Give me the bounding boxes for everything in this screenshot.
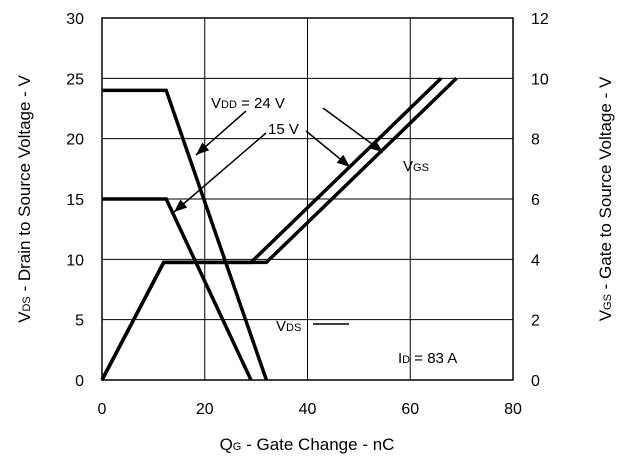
- y-left-tick-label-5: 25: [66, 71, 84, 88]
- arrow-15v-vds-head: [174, 199, 188, 212]
- arrow-15v-vds-line: [173, 132, 267, 213]
- y-left-tick-label-1: 5: [75, 313, 84, 330]
- annotation-vdd: VDD = 24 V: [211, 95, 285, 112]
- plot-frame: [101, 17, 514, 381]
- annotation-vgs: VGS: [403, 158, 429, 175]
- y-right-tick-label-0: 0: [531, 373, 540, 390]
- y-right-axis-label: VGS - Gate to Source Voltage - V: [596, 76, 615, 321]
- y-right-tick-label-2: 4: [531, 252, 540, 269]
- y-right-tick-label-3: 6: [531, 192, 540, 209]
- y-left-tick-label-6: 30: [66, 11, 84, 28]
- series-group: [100, 77, 458, 381]
- annotation-15v: 15 V: [268, 121, 299, 138]
- arrow-vdd-vgs-head: [369, 140, 383, 152]
- y-right-tick-label-1: 2: [531, 313, 540, 330]
- vds-curve-24v: [102, 88, 269, 381]
- x-axis-label: QG - Gate Change - nC: [220, 435, 395, 454]
- x-tick-label-1: 20: [196, 401, 214, 418]
- y-right-tick-label-4: 8: [531, 132, 540, 149]
- y-right-tick-labels: 0 2 4 6 8 10 12: [531, 11, 549, 390]
- y-left-tick-label-0: 0: [75, 373, 84, 390]
- grid-lines: [102, 18, 513, 380]
- y-left-tick-label-3: 15: [66, 192, 84, 209]
- arrow-15v-vgs-head: [336, 154, 350, 167]
- annotation-vds: VDS: [276, 318, 301, 335]
- x-tick-label-0: 0: [98, 401, 107, 418]
- x-tick-label-2: 40: [299, 401, 317, 418]
- vgs-curve-15v: [100, 77, 443, 381]
- y-right-tick-label-6: 12: [531, 11, 549, 28]
- x-tick-label-4: 80: [504, 401, 522, 418]
- vds-curve-15v: [102, 197, 253, 381]
- y-left-tick-label-2: 10: [66, 252, 84, 269]
- x-tick-labels: 0 20 40 60 80: [98, 401, 522, 418]
- y-left-tick-labels: 0 5 10 15 20 25 30: [66, 11, 84, 390]
- y-right-tick-label-5: 10: [531, 71, 549, 88]
- arrow-vdd-vds-head: [196, 142, 210, 155]
- y-left-tick-label-4: 20: [66, 132, 84, 149]
- x-tick-label-3: 60: [401, 401, 419, 418]
- annotation-arrows: [173, 107, 384, 325]
- annotation-id: ID = 83 A: [398, 350, 457, 367]
- y-left-axis-label: VDS - Drain to Source Voltage - V: [15, 74, 34, 322]
